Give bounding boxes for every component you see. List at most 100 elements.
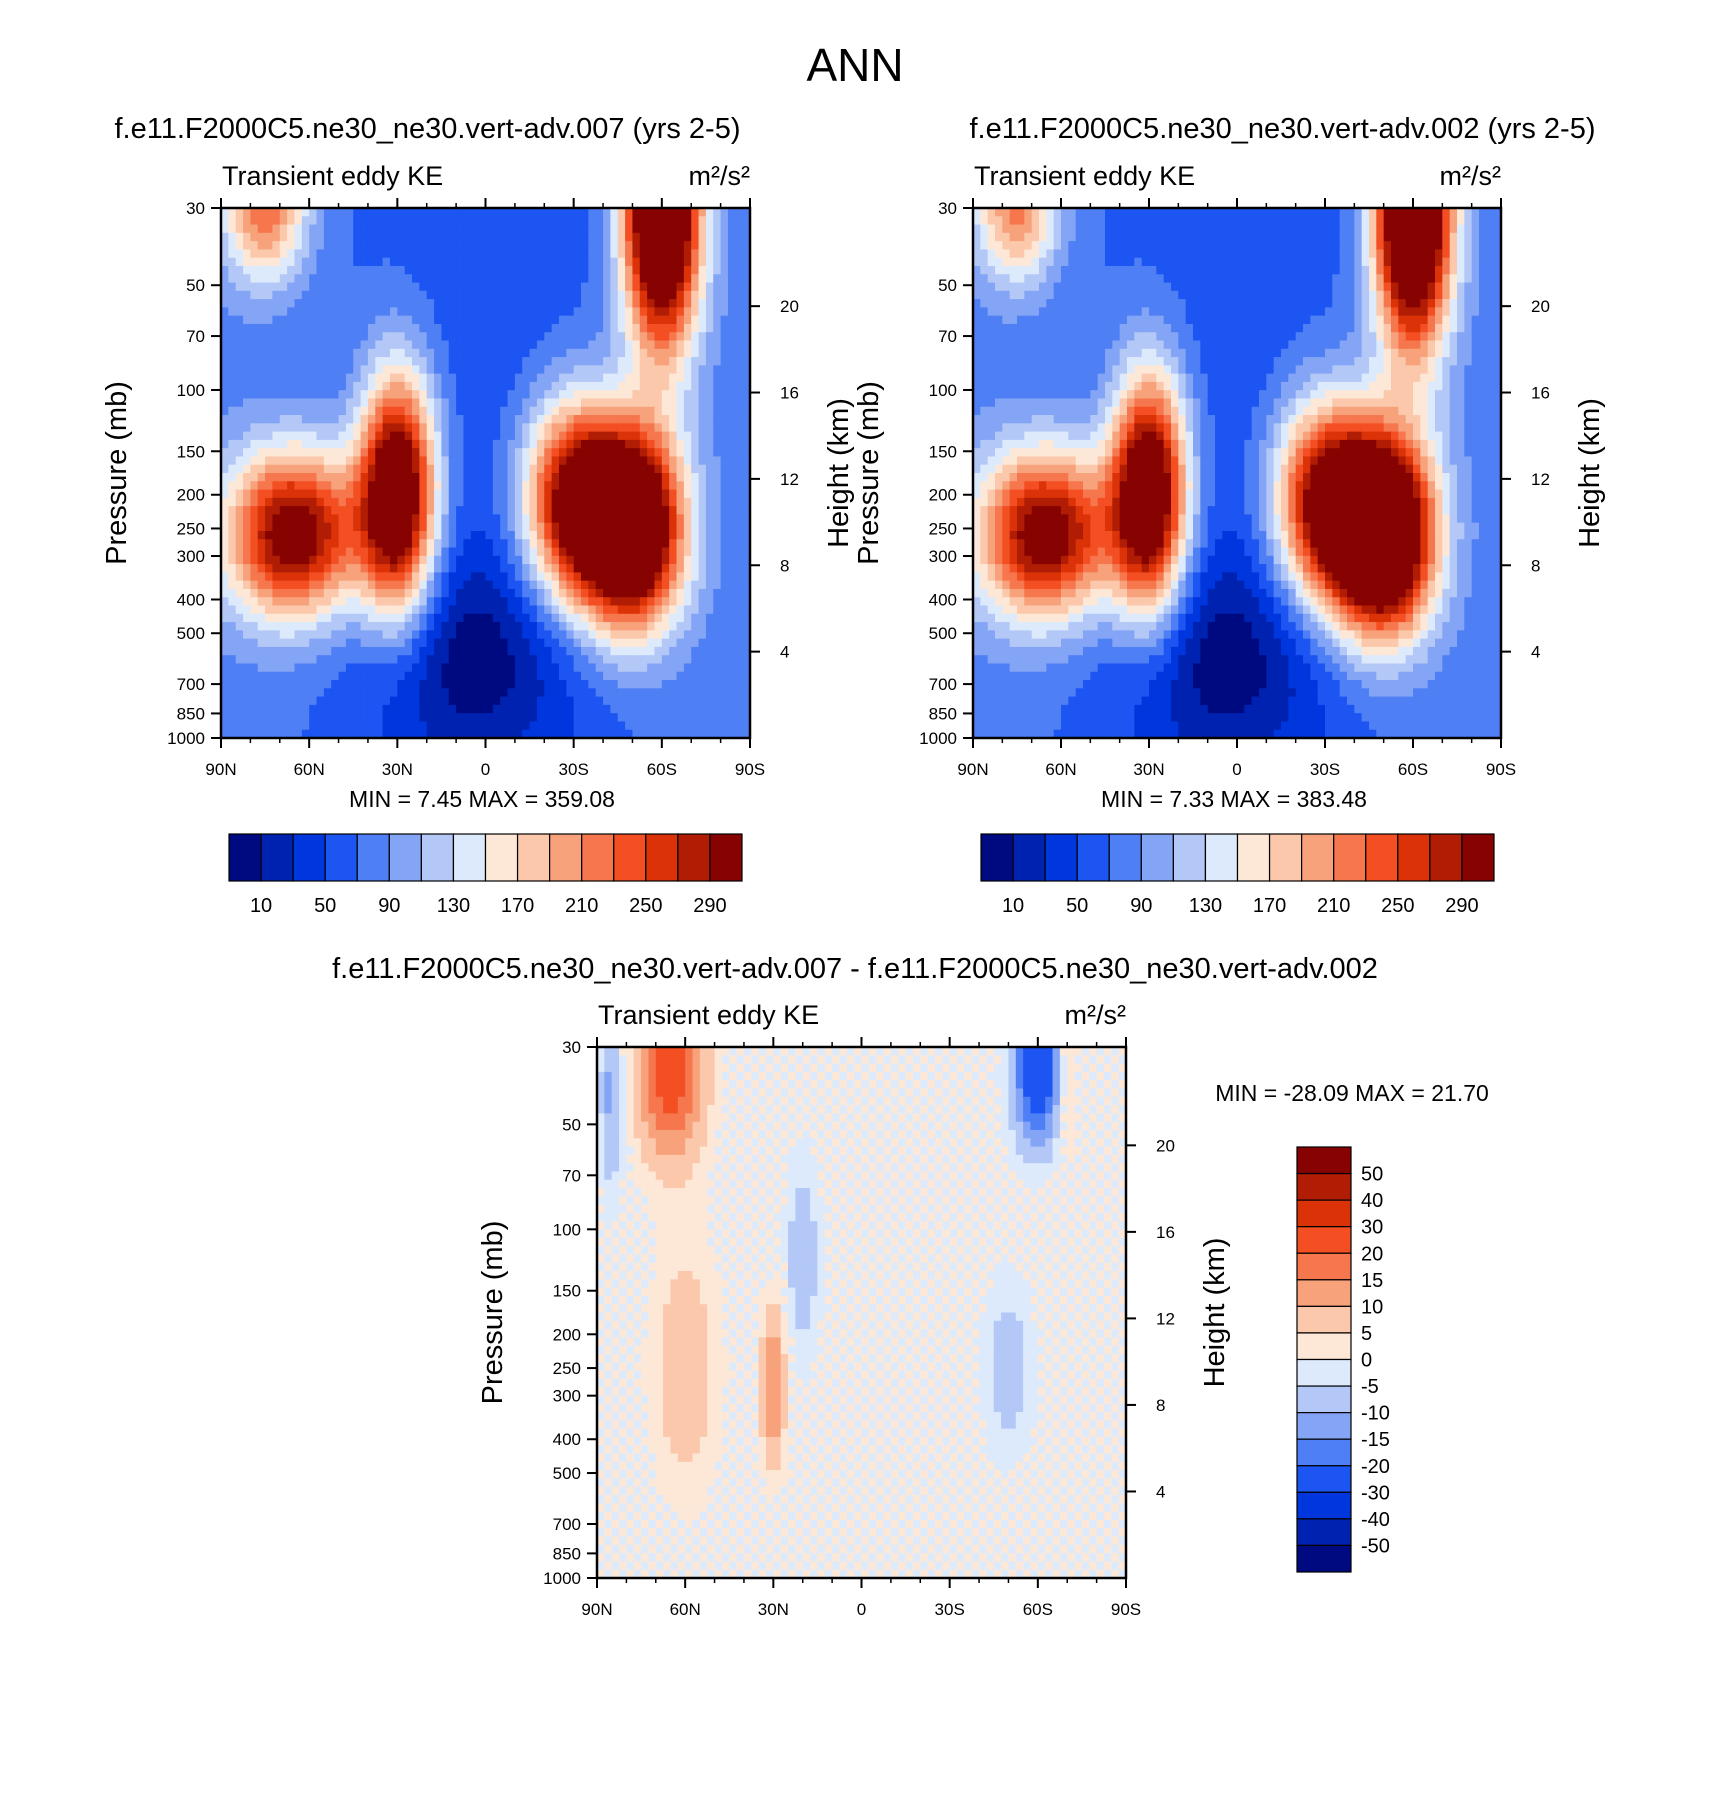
contour-cell <box>514 415 523 424</box>
contour-cell <box>389 481 398 491</box>
contour-cell <box>382 489 391 499</box>
contour-cell <box>426 605 435 615</box>
contour-cell <box>603 232 612 242</box>
contour-cell <box>713 282 722 292</box>
contour-cell <box>603 406 612 416</box>
contour-cell <box>448 348 457 358</box>
contour-cell <box>522 249 531 259</box>
contour-cell <box>235 357 244 366</box>
contour-cell <box>389 497 398 507</box>
contour-cell <box>529 415 538 424</box>
contour-cell <box>309 696 318 706</box>
contour-cell <box>338 357 347 366</box>
contour-cell <box>375 332 384 342</box>
contour-cell <box>228 522 237 532</box>
contour-cell <box>323 530 332 540</box>
contour-cell <box>551 241 560 251</box>
contour-cell <box>720 721 729 731</box>
contour-cell <box>995 696 1003 706</box>
contour-cell <box>434 613 443 623</box>
contour-cell <box>551 464 560 474</box>
contour-cell <box>558 406 567 416</box>
colorbar-1: 10 50 90 130 170 210 250 290 <box>228 833 743 917</box>
contour-cell <box>257 282 266 292</box>
contour-cell <box>404 539 413 549</box>
contour-cell <box>397 473 406 482</box>
contour-cell <box>441 704 450 714</box>
contour-cell <box>426 365 435 375</box>
axes-1: 90N 60N 30N 0 30S 60S 90S305070100150200250300… <box>101 161 855 779</box>
contour-cell <box>500 481 509 491</box>
contour-cell <box>404 646 413 656</box>
contour-cell <box>558 282 567 292</box>
contour-cell <box>987 481 996 491</box>
contour-cell <box>727 713 736 723</box>
contour-cell <box>272 439 281 449</box>
contour-cell <box>412 613 420 623</box>
contour-cell <box>617 348 626 358</box>
contour-cell <box>669 489 678 499</box>
contour-cell <box>588 357 597 366</box>
contour-cell <box>632 241 641 251</box>
contour-cell <box>980 464 989 474</box>
contour-cell <box>243 348 251 358</box>
contour-cell <box>478 249 487 259</box>
contour-cell <box>691 216 700 226</box>
contour-cell <box>301 704 310 714</box>
contour-cell <box>720 588 729 598</box>
contour-cell <box>294 729 303 739</box>
contour-cell <box>514 555 523 565</box>
contour-cell <box>272 597 281 607</box>
contour-cell <box>713 357 722 366</box>
contour-cell <box>698 696 707 706</box>
contour-cell <box>632 456 641 466</box>
contour-cell <box>382 597 391 607</box>
contour-cell <box>456 241 465 251</box>
contour-cell <box>698 605 707 615</box>
contour-cell <box>309 224 318 234</box>
contour-cell <box>353 373 362 383</box>
contour-cell <box>507 224 516 234</box>
contour-cell <box>720 473 729 482</box>
contour-cell <box>691 423 700 433</box>
contour-cell <box>720 506 729 516</box>
contour-cell <box>412 216 420 226</box>
contour-cell <box>228 671 237 681</box>
contour-cell <box>639 365 648 375</box>
contour-cell <box>323 580 332 590</box>
contour-cell <box>272 431 281 441</box>
contour-cell <box>382 381 391 391</box>
contour-cell <box>544 406 553 416</box>
contour-cell <box>507 671 516 681</box>
contour-cell <box>309 357 318 366</box>
contour-cell <box>228 348 237 358</box>
contour-cell <box>228 456 237 466</box>
contour-cell <box>544 564 553 573</box>
contour-cell <box>492 406 501 416</box>
contour-cell <box>338 688 347 698</box>
contour-cell <box>742 415 751 424</box>
contour-cell <box>536 299 545 308</box>
contour-cell <box>661 216 670 226</box>
contour-cell <box>529 613 538 623</box>
contour-cell <box>581 564 589 573</box>
contour-cell <box>529 299 538 308</box>
contour-cell <box>683 249 692 259</box>
contour-cell <box>456 365 465 375</box>
contour-cell <box>250 522 259 532</box>
contour-cell <box>558 357 567 366</box>
contour-cell <box>595 729 604 739</box>
contour-cell <box>536 232 545 242</box>
contour-cell <box>514 473 523 482</box>
contour-cell <box>323 249 332 259</box>
contour-cell <box>691 390 700 400</box>
contour-cell <box>588 721 597 731</box>
contour-cell <box>544 572 553 582</box>
contour-cell <box>973 580 981 590</box>
contour-cell <box>654 290 663 300</box>
contour-cell <box>581 506 589 516</box>
contour-cell <box>617 390 626 400</box>
contour-cell <box>456 332 465 342</box>
contour-cell <box>257 406 266 416</box>
contour-cell <box>279 208 288 217</box>
